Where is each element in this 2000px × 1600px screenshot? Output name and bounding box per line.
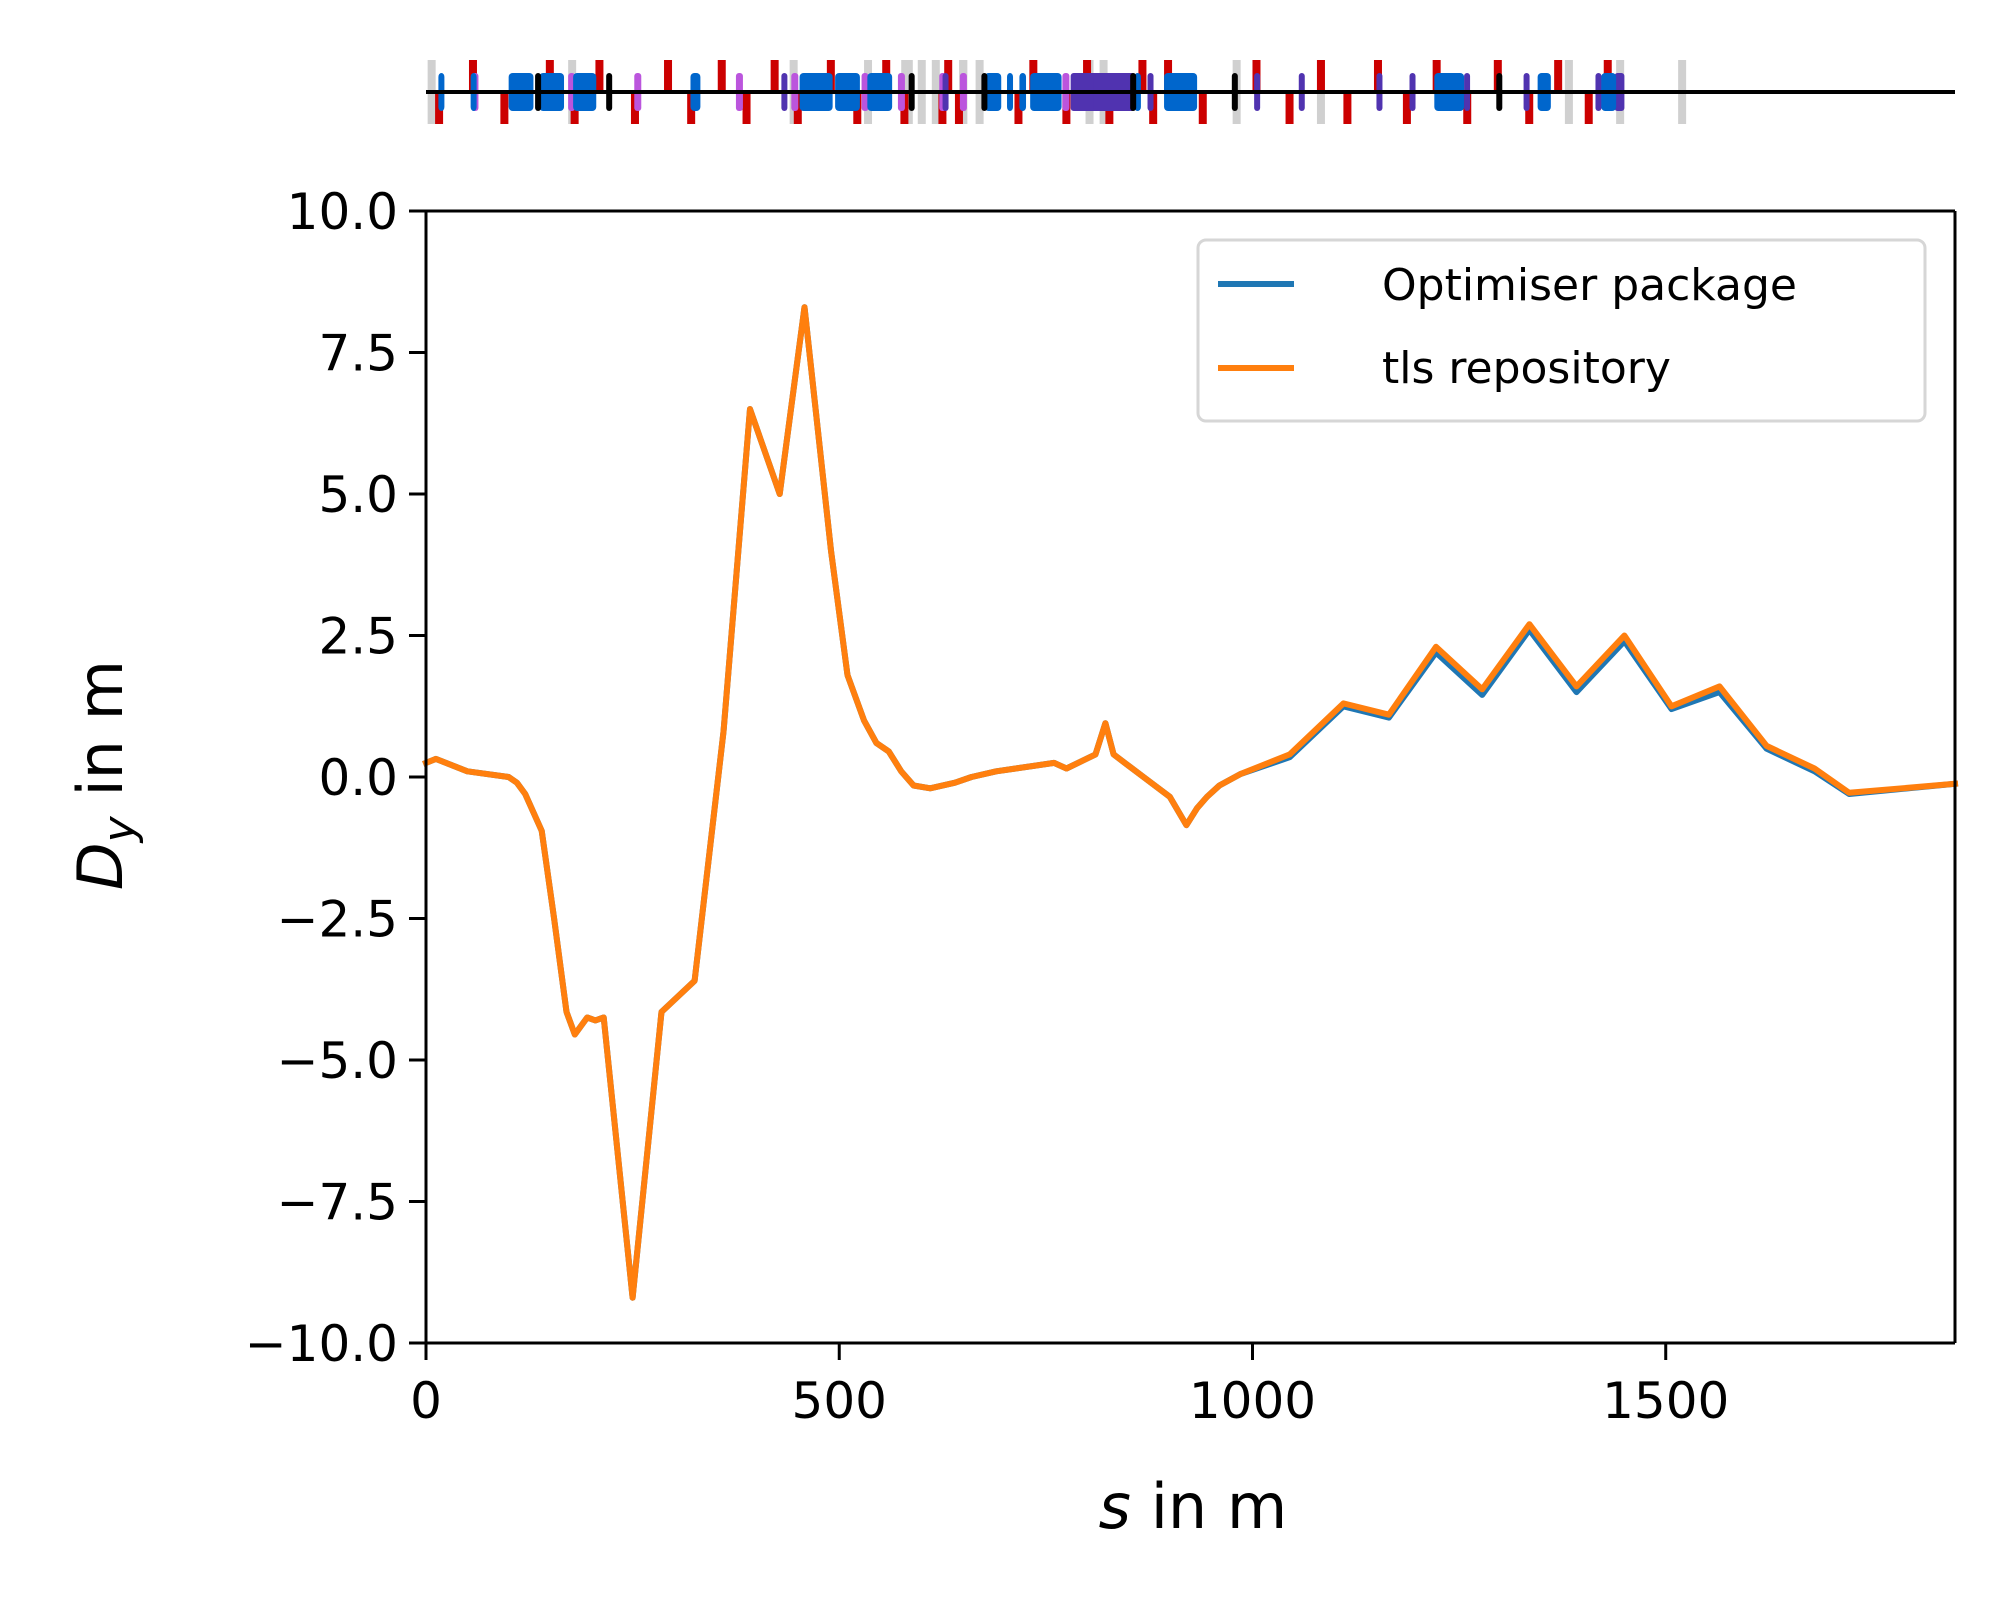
lattice-element-quadrupole bbox=[1584, 92, 1593, 124]
y-tick-label: 5.0 bbox=[318, 466, 398, 524]
lattice-element-quadrupole bbox=[1343, 92, 1352, 124]
x-tick-label: 500 bbox=[792, 1372, 887, 1430]
lattice-element-quadrupole bbox=[1316, 60, 1325, 92]
lattice-element-quadrupole bbox=[664, 60, 673, 92]
y-axis-label-sub: y bbox=[94, 815, 145, 844]
y-tick-label: 10.0 bbox=[287, 183, 398, 241]
y-axis-label: Dy in m bbox=[64, 660, 145, 890]
x-axis-ticks: 0 500 1000 1500 bbox=[410, 1343, 1729, 1430]
y-tick-label: 7.5 bbox=[318, 325, 398, 383]
y-tick-label: −10.0 bbox=[245, 1315, 398, 1373]
y-axis-label-var: D bbox=[64, 842, 137, 890]
lattice-element-quadrupole bbox=[742, 92, 751, 124]
y-axis-ticks: 10.0 7.5 5.0 2.5 0.0 −2.5 −5.0 −7.5 −10.0 bbox=[245, 183, 426, 1373]
lattice-element-quadrupole bbox=[770, 60, 779, 92]
plot-area: 0 500 1000 1500 10.0 7.5 5.0 2.5 0.0 −2.5 −5.0 −7.… bbox=[245, 183, 1959, 1430]
lattice-element-quadrupole bbox=[717, 60, 726, 92]
lattice-element-quadrupole bbox=[500, 92, 509, 124]
legend-label-optimiser: Optimiser package bbox=[1382, 260, 1797, 311]
series-group bbox=[422, 304, 1959, 1301]
lattice-element-quadrupole bbox=[954, 92, 963, 124]
y-tick-label: −7.5 bbox=[277, 1174, 398, 1232]
legend: Optimiser package tls repository bbox=[1196, 238, 1927, 423]
y-axis-label-unit: in m bbox=[64, 660, 137, 816]
series-line-1 bbox=[422, 304, 1959, 1301]
y-tick-label: 0.0 bbox=[318, 749, 398, 807]
lattice-element-quadrupole bbox=[595, 60, 604, 92]
y-tick-label: 2.5 bbox=[318, 608, 398, 666]
x-tick-label: 1500 bbox=[1602, 1372, 1729, 1430]
x-tick-label: 0 bbox=[410, 1372, 442, 1430]
x-axis-label-unit: in m bbox=[1131, 1470, 1287, 1543]
lattice-element-quadrupole bbox=[1014, 92, 1023, 124]
y-tick-label: −2.5 bbox=[277, 891, 398, 949]
lattice-element-quadrupole bbox=[1138, 60, 1147, 92]
lattice-element-quadrupole bbox=[1285, 92, 1294, 124]
x-axis-label: s in m bbox=[1099, 1470, 1288, 1543]
legend-label-tls: tls repository bbox=[1382, 343, 1671, 394]
x-axis-label-var: s bbox=[1099, 1470, 1131, 1543]
lattice-element-quadrupole bbox=[1554, 60, 1563, 92]
y-tick-label: −5.0 bbox=[277, 1032, 398, 1090]
lattice-element-quadrupole bbox=[1402, 92, 1411, 124]
legend-box bbox=[1196, 238, 1927, 423]
lattice-element-quadrupole bbox=[1198, 92, 1207, 124]
x-tick-label: 1000 bbox=[1189, 1372, 1316, 1430]
